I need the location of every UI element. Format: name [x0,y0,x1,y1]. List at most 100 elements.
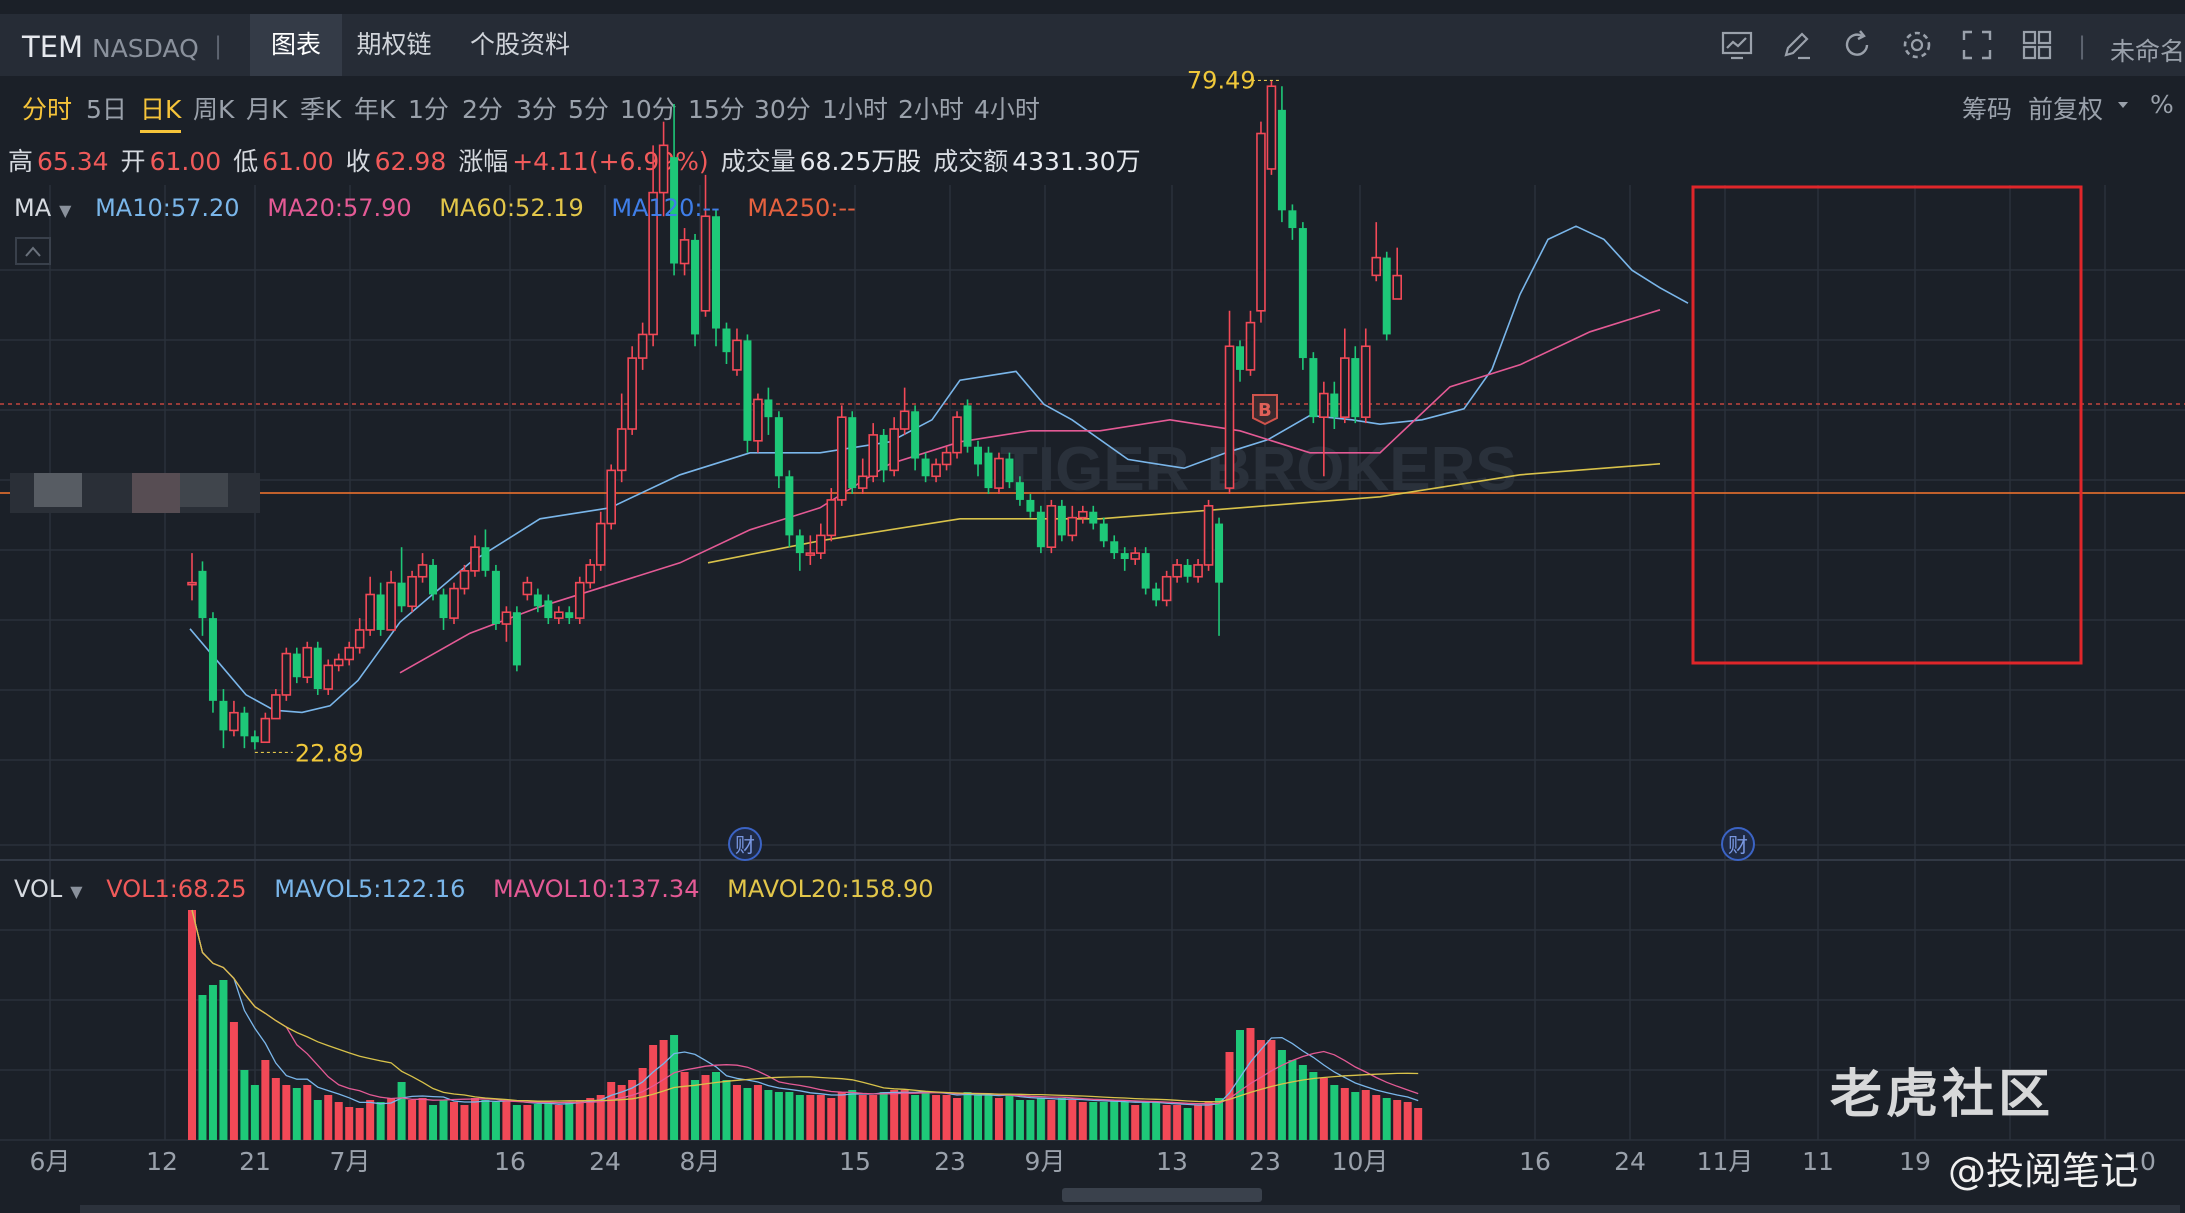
vol-selector[interactable]: VOL [14,875,62,903]
ma120-value: MA120:-- [611,194,719,222]
candle-body [764,399,772,417]
volume-bar [1194,1105,1202,1140]
volume-bar [345,1107,353,1140]
volume-bar [785,1092,793,1140]
volume-bar [859,1095,867,1140]
x-tick-label: 15 [839,1147,871,1176]
candle-body [1163,577,1171,601]
candle-body [387,583,395,630]
volume-bar [209,985,217,1140]
volume-ma-20 [192,910,1418,1102]
candle-body [890,429,898,470]
max-price-label: 79.49 [1187,66,1256,94]
volume-bar [1121,1102,1129,1140]
volume-bar [429,1105,437,1140]
candle-body [974,447,982,465]
candle-body [1131,553,1139,559]
x-tick-label: 13 [1156,1147,1188,1176]
candle-body [440,594,448,618]
candle-body [366,594,374,629]
candle-body [880,435,888,470]
collapse-button [16,238,50,264]
volume-bar [817,1095,825,1140]
volume-bar [1393,1100,1401,1140]
candle-body [377,594,385,629]
candle-body [1267,86,1275,169]
volume-bar [471,1098,479,1140]
earnings-marker-label: 财 [1728,833,1748,857]
volume-bar [261,1060,269,1140]
candle-body [702,216,710,311]
volume-bar [1005,1095,1013,1140]
x-tick-label: 9月 [1025,1147,1066,1176]
volume-bar [1184,1108,1192,1140]
candle-body [1184,565,1192,577]
candle-body [796,535,804,553]
volume-bar [240,1070,248,1140]
candle-body [1142,553,1150,588]
scroll-track[interactable] [80,1205,2180,1213]
candle-body [1351,358,1359,417]
volume-bar [733,1085,741,1140]
candle-body [785,476,793,535]
candle-body [984,453,992,488]
volume-bars [188,910,1422,1140]
volume-bar [1320,1078,1328,1140]
volume-bar [356,1108,364,1140]
volume-bar [995,1098,1003,1140]
vol1-value: VOL1:68.25 [106,875,246,903]
volume-ma-5 [192,910,1418,1105]
volume-bar [1068,1100,1076,1140]
ma-dropdown-icon[interactable]: ▼ [59,201,71,220]
candle-body [922,459,930,477]
volume-bar [1288,1060,1296,1140]
candle-body [1205,506,1213,565]
volume-bar [1100,1102,1108,1140]
volume-bar [314,1100,322,1140]
x-tick-label: 19 [1899,1147,1931,1176]
volume-bar [440,1100,448,1140]
candle-body [597,524,605,565]
trade-marker-label: B [1258,400,1272,421]
volume-bar [460,1105,468,1140]
volume-bar [607,1082,615,1140]
volume-bar [1110,1100,1118,1140]
candle-body [806,553,814,555]
volume-bar [398,1082,406,1140]
candle-body [964,405,972,446]
ma10-value: MA10:57.20 [95,194,239,222]
volume-bar [576,1100,584,1140]
volume-bar [880,1092,888,1140]
candle-body [1362,346,1370,417]
candle-body [324,665,332,689]
vol-dropdown-icon[interactable]: ▼ [70,882,82,901]
scroll-handle[interactable] [1062,1188,1262,1202]
candle-body [1299,228,1307,358]
ma-selector[interactable]: MA [14,194,51,222]
candle-body [429,565,437,595]
candle-body [1026,500,1034,512]
candle-body [209,618,217,701]
volume-bar [555,1105,563,1140]
volume-bar [366,1100,374,1140]
x-tick-label: 7月 [330,1147,371,1176]
volume-bar [377,1102,385,1140]
candle-body [1047,506,1055,547]
volume-bar [1299,1065,1307,1140]
candle-body [460,571,468,589]
candle-body [932,464,940,476]
volume-ma-lines [192,910,1418,1105]
volume-bar [303,1085,311,1140]
candle-body [555,612,563,618]
candle-body [1058,506,1066,536]
candle-body [1016,482,1024,500]
volume-bar [964,1092,972,1140]
candle-body [314,648,322,689]
x-tick-label: 24 [1614,1147,1646,1176]
volume-bar [722,1080,730,1140]
volume-bar [806,1095,814,1140]
candle-body [1309,358,1317,417]
volume-bar [335,1102,343,1140]
